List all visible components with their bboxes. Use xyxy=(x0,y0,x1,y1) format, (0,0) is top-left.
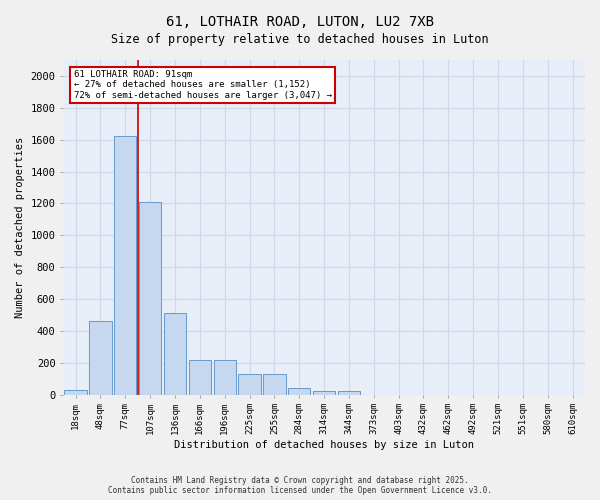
Bar xyxy=(238,374,261,394)
Bar xyxy=(338,392,360,394)
Bar xyxy=(263,374,286,394)
Y-axis label: Number of detached properties: Number of detached properties xyxy=(15,136,25,318)
Text: Contains HM Land Registry data © Crown copyright and database right 2025.
Contai: Contains HM Land Registry data © Crown c… xyxy=(108,476,492,495)
Bar xyxy=(164,314,186,394)
Bar xyxy=(288,388,310,394)
Bar xyxy=(64,390,87,394)
Text: Size of property relative to detached houses in Luton: Size of property relative to detached ho… xyxy=(111,32,489,46)
X-axis label: Distribution of detached houses by size in Luton: Distribution of detached houses by size … xyxy=(174,440,474,450)
Text: 61, LOTHAIR ROAD, LUTON, LU2 7XB: 61, LOTHAIR ROAD, LUTON, LU2 7XB xyxy=(166,15,434,29)
Text: 61 LOTHAIR ROAD: 91sqm
← 27% of detached houses are smaller (1,152)
72% of semi-: 61 LOTHAIR ROAD: 91sqm ← 27% of detached… xyxy=(74,70,332,100)
Bar xyxy=(313,390,335,394)
Bar xyxy=(114,136,136,394)
Bar xyxy=(139,202,161,394)
Bar xyxy=(188,360,211,394)
Bar xyxy=(214,360,236,394)
Bar xyxy=(89,322,112,394)
